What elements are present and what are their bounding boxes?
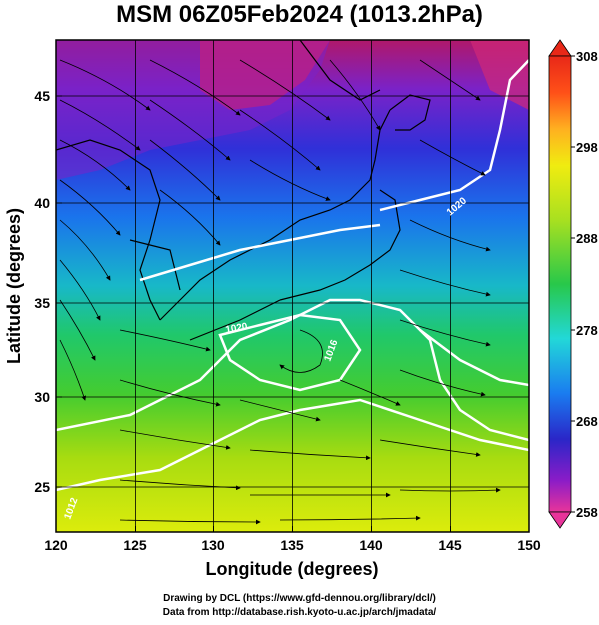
x-tick-label: 120	[44, 537, 68, 553]
y-tick-label: 25	[34, 479, 50, 495]
colorbar-tick-label: 278	[576, 323, 598, 338]
colorbar-tick-label: 288	[576, 231, 598, 246]
x-tick-label: 140	[359, 537, 383, 553]
x-tick-label: 145	[438, 537, 462, 553]
colorbar-tick-label: 258	[576, 505, 598, 520]
credit-line-drawing: Drawing by DCL (https://www.gfd-dennou.o…	[163, 593, 436, 604]
colorbar-scale	[548, 55, 572, 513]
colorbar: 308 298 288 278 268 258	[548, 39, 598, 529]
colorbar-max-arrow	[548, 39, 572, 57]
y-tick-label: 40	[34, 195, 50, 211]
cold-region-northeast	[470, 40, 529, 110]
coastlines	[56, 40, 431, 341]
x-tick-label: 135	[280, 537, 304, 553]
colorbar-tick-label: 268	[576, 414, 598, 429]
isobar-label: 1020	[225, 321, 249, 336]
y-tick-label: 45	[34, 88, 50, 104]
x-axis-label: Longitude (degrees)	[205, 559, 378, 579]
lat-lon-grid	[56, 40, 529, 532]
colorbar-tick-label: 308	[576, 49, 598, 64]
x-tick-label: 125	[123, 537, 147, 553]
isobars	[56, 59, 529, 492]
y-axis-label: Latitude (degrees)	[4, 208, 24, 364]
y-tick-label: 35	[34, 295, 50, 311]
credit-line-data: Data from http://database.rish.kyoto-u.a…	[162, 607, 437, 618]
colorbar-min-arrow	[548, 511, 572, 529]
x-tick-label: 130	[201, 537, 225, 553]
axis-ticks	[55, 95, 530, 532]
chart-title: MSM 06Z05Feb2024 (1013.2hPa)	[116, 1, 483, 28]
map-field: 1020 1020 1016 1012	[56, 40, 529, 532]
x-tick-label: 150	[517, 537, 541, 553]
y-tick-label: 30	[34, 389, 50, 405]
colorbar-tick-label: 298	[576, 140, 598, 155]
